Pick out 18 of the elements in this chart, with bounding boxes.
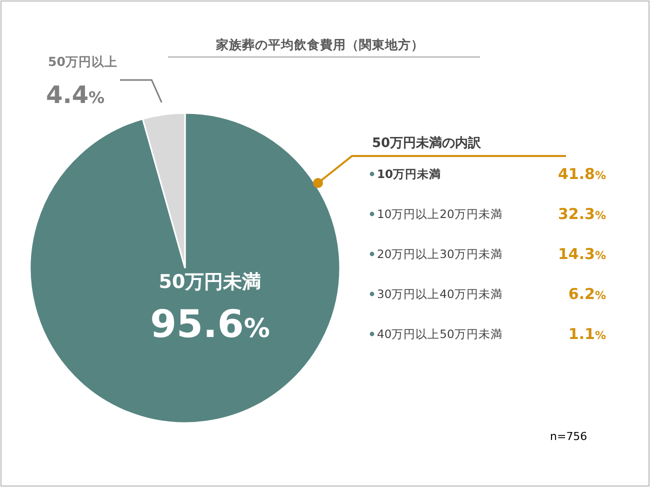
data-label: 32.3% (558, 205, 606, 223)
pie-slice (29, 112, 341, 424)
category-label: 10万円以上20万円未満 (377, 207, 502, 221)
chart-title: 家族葬の平均飲食費用（関東地方） (215, 37, 424, 52)
data-label: 1.1% (568, 325, 606, 343)
data-label: 41.8% (558, 165, 606, 183)
category-label: 30万円以上40万円未満 (377, 287, 502, 301)
category-label: 40万円以上50万円未満 (377, 327, 502, 341)
data-label: 6.2% (568, 285, 606, 303)
slice-label: 50万円未満 (158, 271, 262, 293)
category-label: 20万円以上30万円未満 (377, 247, 502, 261)
category-label: 10万円未満 (377, 167, 442, 181)
slice-label: 50万円以上 (48, 54, 118, 69)
data-label: 4.4% (46, 81, 105, 109)
data-label: 95.6% (150, 302, 270, 346)
data-label: 14.3% (558, 245, 606, 263)
text: n=756 (550, 430, 588, 443)
text: 50万円未満の内訳 (372, 135, 482, 151)
